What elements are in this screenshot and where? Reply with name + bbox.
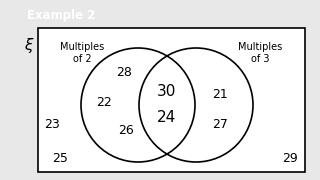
Text: Example 2: Example 2	[27, 9, 95, 22]
Text: 27: 27	[212, 118, 228, 132]
Text: 30: 30	[157, 84, 177, 100]
Text: 26: 26	[118, 123, 134, 136]
Text: of 3: of 3	[251, 54, 269, 64]
Text: ξ: ξ	[24, 38, 32, 53]
Text: 22: 22	[96, 96, 112, 109]
Text: 24: 24	[157, 109, 177, 125]
Text: 23: 23	[44, 118, 60, 132]
Text: of 2: of 2	[73, 54, 91, 64]
Text: Multiples: Multiples	[238, 42, 282, 52]
Text: Multiples: Multiples	[60, 42, 104, 52]
Text: 21: 21	[212, 89, 228, 102]
Text: 28: 28	[116, 66, 132, 78]
Bar	[38, 28, 305, 172]
Text: 29: 29	[282, 152, 298, 165]
Text: 25: 25	[52, 152, 68, 165]
